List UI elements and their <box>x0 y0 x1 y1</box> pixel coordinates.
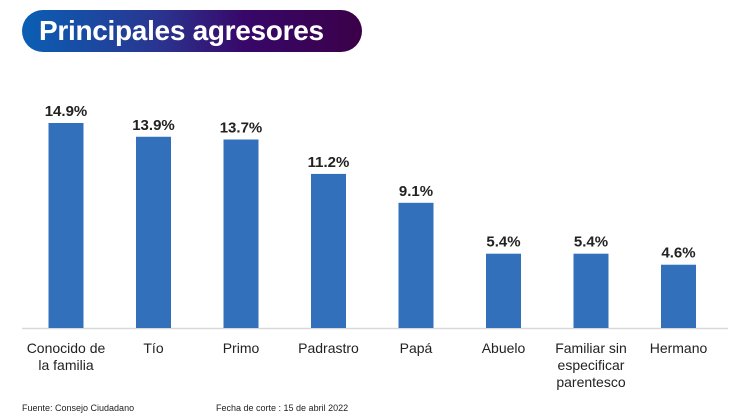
bar <box>398 202 434 328</box>
chart-title: Principales agresores <box>22 10 362 52</box>
data-label: 4.6% <box>661 245 695 262</box>
category-label: Hermano <box>624 340 734 357</box>
data-label: 13.9% <box>132 117 175 134</box>
bar <box>311 173 346 328</box>
category-label: Padrastro <box>274 340 384 357</box>
category-label: Familiar sin especificar parentesco <box>536 340 646 391</box>
bar <box>48 123 84 328</box>
category-label: Conocido de la familia <box>11 340 121 374</box>
category-label: Papá <box>361 340 471 357</box>
category-label-line: la familia <box>38 357 94 373</box>
category-label-line: Papá <box>399 340 433 356</box>
bar <box>136 136 171 328</box>
category-label: Tío <box>99 340 209 357</box>
category-label: Abuelo <box>449 340 559 357</box>
bar <box>573 253 609 328</box>
bar <box>486 253 521 328</box>
category-label-line: Conocido de <box>26 340 106 356</box>
cutoff-date-note: Fecha de corte : 15 de abril 2022 <box>216 403 349 413</box>
data-label: 9.1% <box>399 183 433 200</box>
data-label: 11.2% <box>308 154 350 171</box>
data-label: 5.4% <box>574 234 608 251</box>
category-label: Primo <box>186 340 296 357</box>
bar <box>661 264 696 328</box>
data-label: 5.4% <box>486 234 520 251</box>
category-label-line: Tío <box>143 340 164 356</box>
category-label-line: Abuelo <box>481 340 526 356</box>
category-label-line: Familiar sin <box>555 340 627 356</box>
bar <box>223 139 259 328</box>
category-label-line: Primo <box>222 340 260 356</box>
category-label-line: parentesco <box>556 374 626 390</box>
data-label: 14.9% <box>45 103 88 120</box>
category-label-line: Hermano <box>649 340 708 356</box>
category-label-line: especificar <box>557 357 625 373</box>
category-label-line: Padrastro <box>298 340 359 356</box>
data-label: 13.7% <box>220 120 263 137</box>
source-note: Fuente: Consejo Ciudadano <box>22 403 135 413</box>
